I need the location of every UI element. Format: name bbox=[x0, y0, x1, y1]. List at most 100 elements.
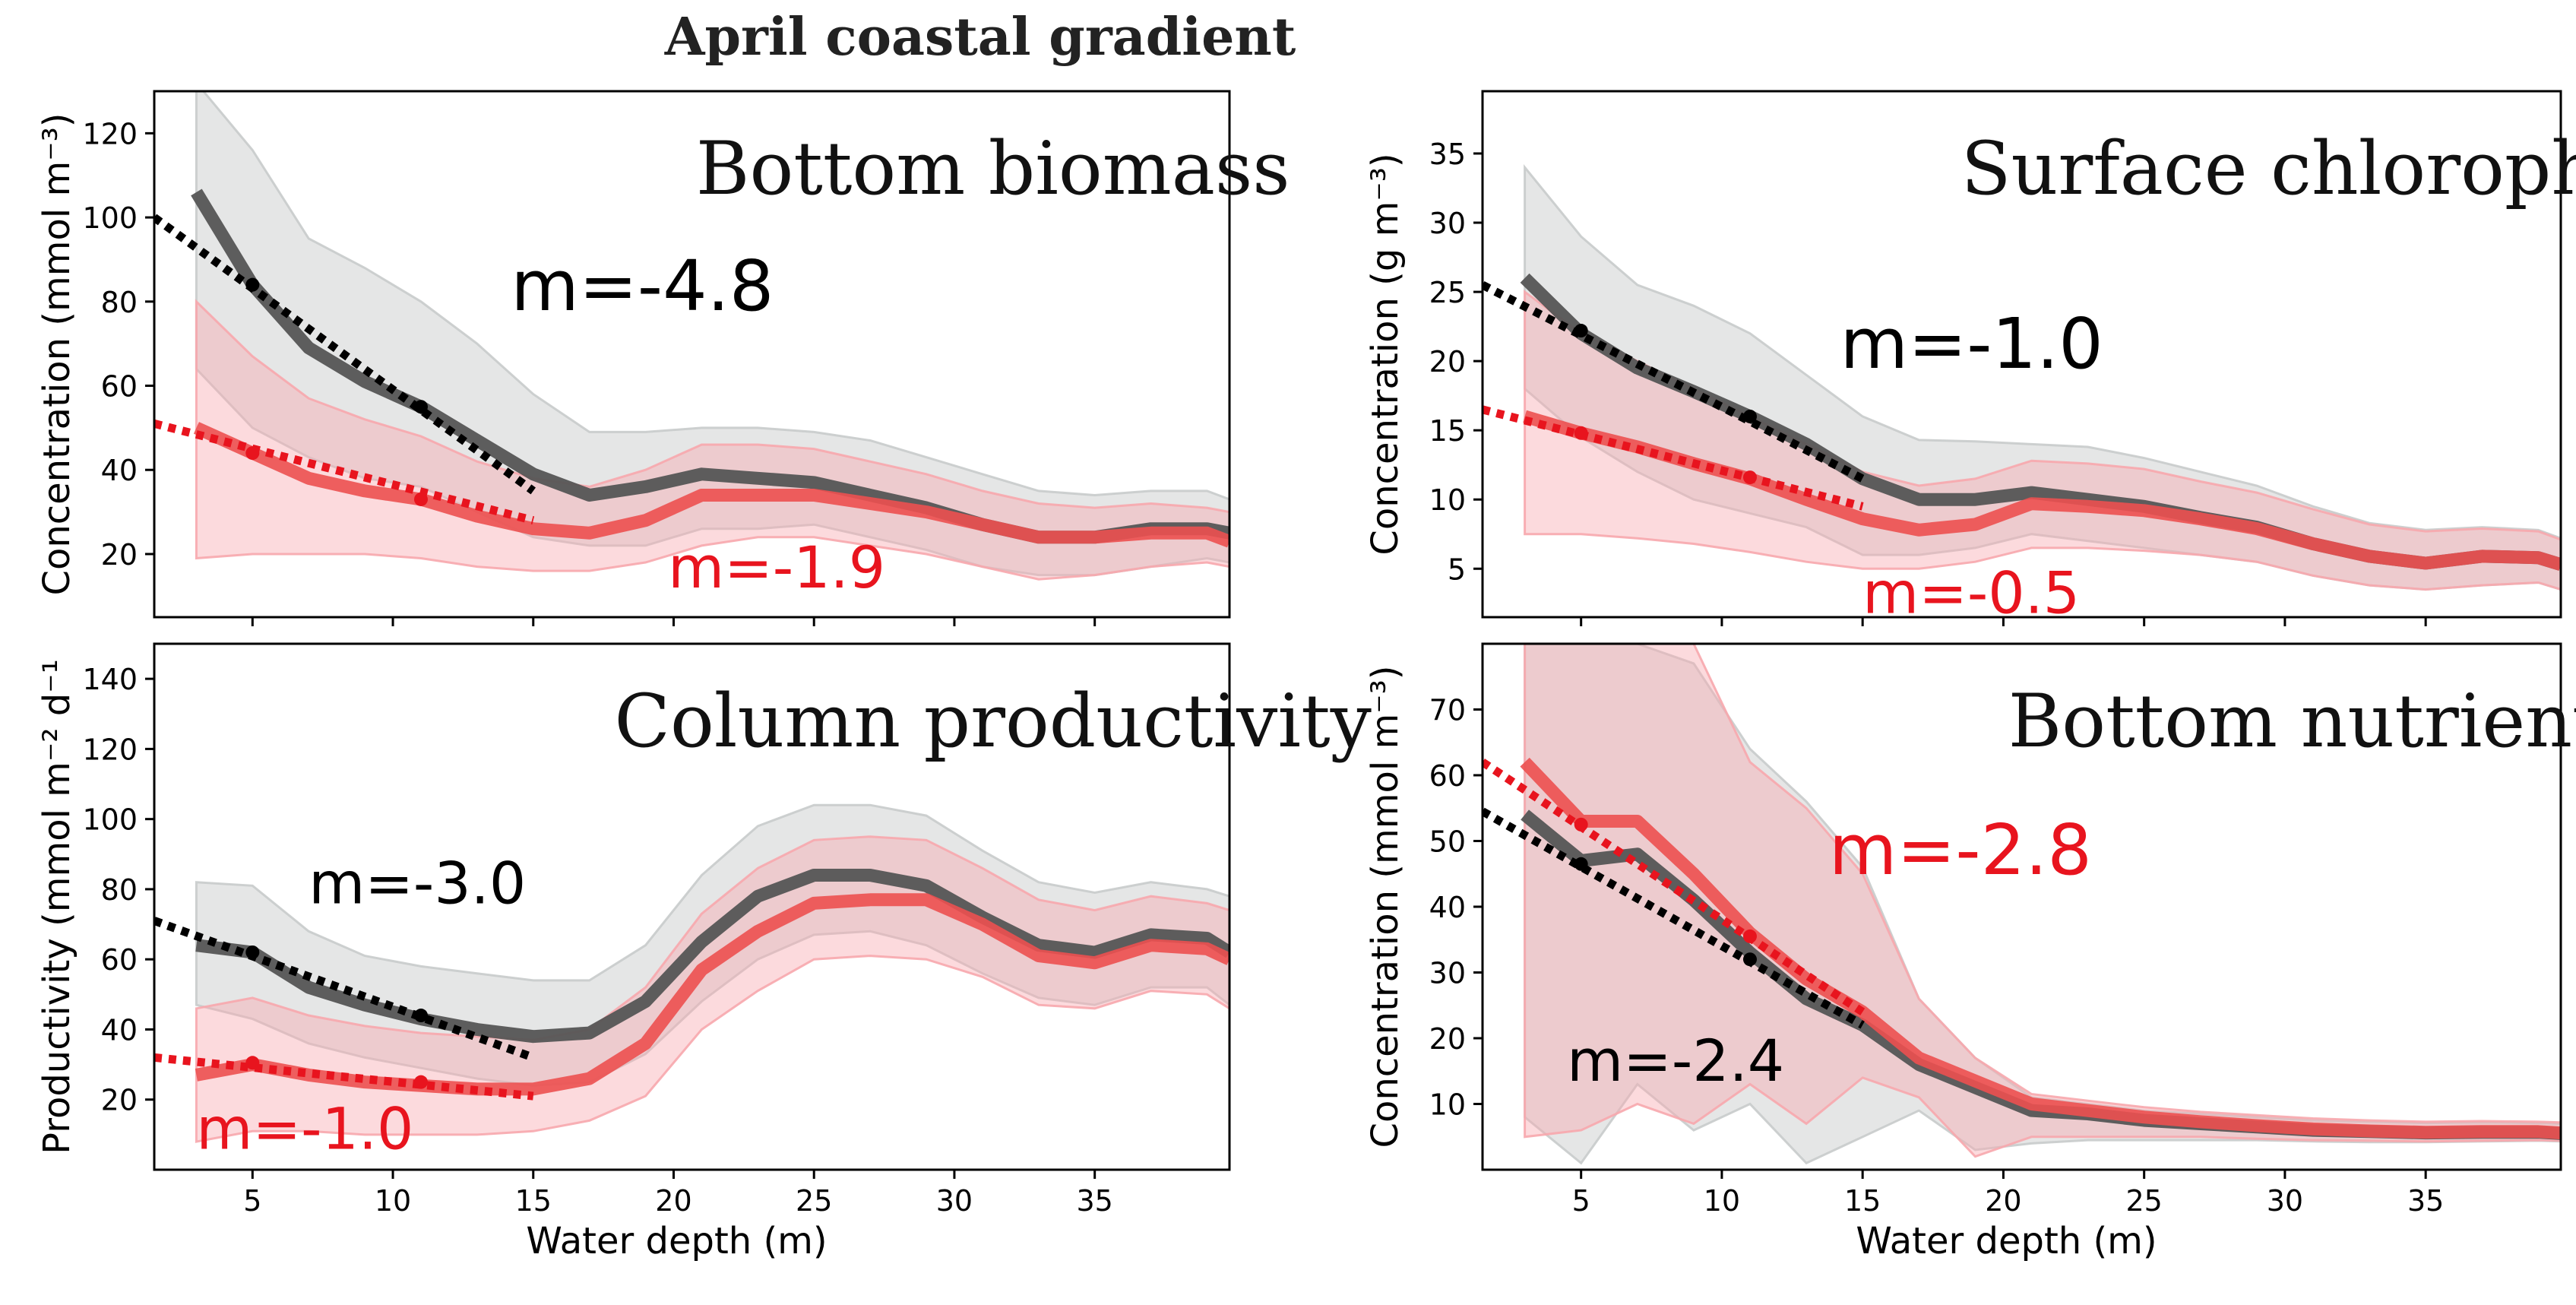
fit-marker-red bbox=[245, 446, 260, 461]
fit-marker-red bbox=[413, 492, 428, 506]
y-axis-label: Concentration (mmol m⁻³) bbox=[1364, 665, 1407, 1148]
y-axis-label: Concentration (mmol m⁻³) bbox=[36, 112, 78, 595]
y-tick-label: 40 bbox=[101, 1013, 138, 1047]
x-tick-label: 35 bbox=[1076, 1184, 1112, 1218]
y-tick-label: 20 bbox=[1429, 1022, 1466, 1056]
x-tick-label: 10 bbox=[1704, 1184, 1740, 1218]
y-tick-label: 100 bbox=[82, 803, 138, 837]
y-tick-label: 30 bbox=[1429, 207, 1466, 240]
panel-title: Surface chlorophyll bbox=[1961, 126, 2576, 211]
slope-label-red: m=-1.9 bbox=[668, 534, 885, 601]
slope-label-red: m=-0.5 bbox=[1862, 559, 2080, 627]
panel-title: Column productivity bbox=[615, 679, 1372, 764]
x-tick-label: 20 bbox=[655, 1184, 691, 1218]
y-tick-label: 120 bbox=[82, 733, 138, 766]
x-tick-label: 15 bbox=[1844, 1184, 1881, 1218]
fit-marker-red bbox=[245, 1056, 260, 1070]
y-tick-label: 100 bbox=[82, 201, 138, 235]
fit-line-red bbox=[154, 1053, 534, 1101]
y-tick-label: 20 bbox=[1429, 345, 1466, 379]
fit-line-black bbox=[154, 214, 536, 495]
y-tick-label: 35 bbox=[1429, 138, 1466, 171]
x-tick-label: 10 bbox=[375, 1184, 411, 1218]
band-red bbox=[1524, 290, 2561, 591]
fit-marker-black bbox=[245, 945, 260, 959]
panel-title: Bottom biomass bbox=[696, 126, 1290, 211]
fit-marker-red bbox=[1742, 929, 1757, 943]
y-tick-label: 80 bbox=[101, 873, 138, 907]
y-tick-label: 60 bbox=[101, 370, 138, 404]
band-red bbox=[1524, 644, 2561, 1158]
y-tick-label: 40 bbox=[1429, 891, 1466, 924]
fit-marker-red bbox=[1574, 426, 1588, 440]
y-tick-label: 50 bbox=[1429, 825, 1466, 859]
fit-marker-black bbox=[245, 277, 260, 292]
y-tick-label: 120 bbox=[82, 117, 138, 150]
y-tick-label: 60 bbox=[1429, 759, 1466, 793]
fit-marker-black bbox=[413, 1009, 428, 1023]
y-tick-label: 20 bbox=[101, 1084, 138, 1117]
figure-title: April coastal gradient bbox=[664, 7, 1296, 68]
slope-label-black: m=-3.0 bbox=[309, 849, 526, 917]
chart-panel-3: 5 10 15 20 25 30 35 20 40 60 80 100 120 140 Water dept… bbox=[36, 642, 1372, 1262]
x-tick-label: 30 bbox=[936, 1184, 973, 1218]
series-line-red bbox=[193, 422, 1229, 548]
y-tick-label: 25 bbox=[1429, 276, 1466, 309]
plot-area bbox=[154, 91, 1229, 581]
x-axis-label: Water depth (m) bbox=[1856, 1220, 2157, 1262]
fit-marker-black bbox=[1742, 952, 1757, 967]
x-tick-label: 20 bbox=[1985, 1184, 2021, 1218]
y-tick-label: 140 bbox=[82, 663, 138, 696]
fit-marker-black bbox=[1574, 857, 1588, 871]
x-tick-label: 5 bbox=[243, 1184, 261, 1218]
axes-frame bbox=[153, 90, 1231, 619]
fit-marker-black bbox=[1574, 324, 1588, 338]
slope-label-red: m=-1.0 bbox=[196, 1094, 413, 1162]
y-axis-label: Productivity (mmol m⁻² d⁻¹ bbox=[36, 659, 78, 1155]
series-line-black bbox=[195, 869, 1229, 1044]
y-tick-label: 40 bbox=[101, 454, 138, 487]
x-tick-label: 15 bbox=[515, 1184, 552, 1218]
panel-title: Bottom nutrients bbox=[2008, 679, 2576, 764]
x-tick-label: 35 bbox=[2407, 1184, 2444, 1218]
plot-area bbox=[154, 803, 1229, 1143]
x-tick-label: 25 bbox=[796, 1184, 832, 1218]
series-line-red bbox=[1523, 410, 2561, 571]
slope-label-black: m=-4.8 bbox=[511, 245, 774, 327]
fit-line-black bbox=[1483, 807, 1865, 1029]
x-tick-label: 30 bbox=[2267, 1184, 2303, 1218]
fit-marker-black bbox=[1742, 409, 1757, 423]
fit-line-red bbox=[1483, 759, 1866, 1015]
fit-line-red bbox=[154, 420, 535, 525]
fit-marker-red bbox=[413, 1075, 428, 1089]
plot-area bbox=[1483, 644, 2561, 1165]
fit-marker-red bbox=[1574, 817, 1588, 831]
chart-panel-4: 5 10 15 20 25 30 35 10 20 30 40 50 60 70 Water depth (… bbox=[1364, 642, 2576, 1262]
y-axis-label: Concentration (g m⁻³) bbox=[1364, 153, 1407, 555]
series-line-red bbox=[1520, 757, 2561, 1140]
plot-area bbox=[1483, 163, 2561, 591]
y-tick-label: 5 bbox=[1448, 553, 1466, 586]
y-tick-label: 10 bbox=[1429, 483, 1466, 517]
y-tick-label: 70 bbox=[1429, 694, 1466, 727]
axes-frame bbox=[1481, 90, 2562, 619]
fit-line-black bbox=[154, 917, 535, 1062]
y-tick-label: 15 bbox=[1429, 414, 1466, 448]
slope-label-black: m=-1.0 bbox=[1840, 303, 2103, 385]
x-axis-label: Water depth (m) bbox=[526, 1220, 827, 1262]
y-tick-label: 20 bbox=[101, 538, 138, 572]
slope-label-black: m=-2.4 bbox=[1567, 1027, 1784, 1094]
y-tick-label: 10 bbox=[1429, 1088, 1466, 1122]
slope-label-red: m=-2.8 bbox=[1829, 809, 2092, 891]
y-tick-label: 80 bbox=[101, 286, 138, 319]
y-tick-label: 60 bbox=[101, 943, 138, 977]
y-tick-label: 30 bbox=[1429, 957, 1466, 990]
x-tick-label: 25 bbox=[2125, 1184, 2162, 1218]
x-tick-label: 5 bbox=[1572, 1184, 1590, 1218]
fit-marker-black bbox=[413, 400, 428, 414]
fit-marker-red bbox=[1742, 470, 1757, 485]
axes-frame bbox=[153, 642, 1231, 1171]
